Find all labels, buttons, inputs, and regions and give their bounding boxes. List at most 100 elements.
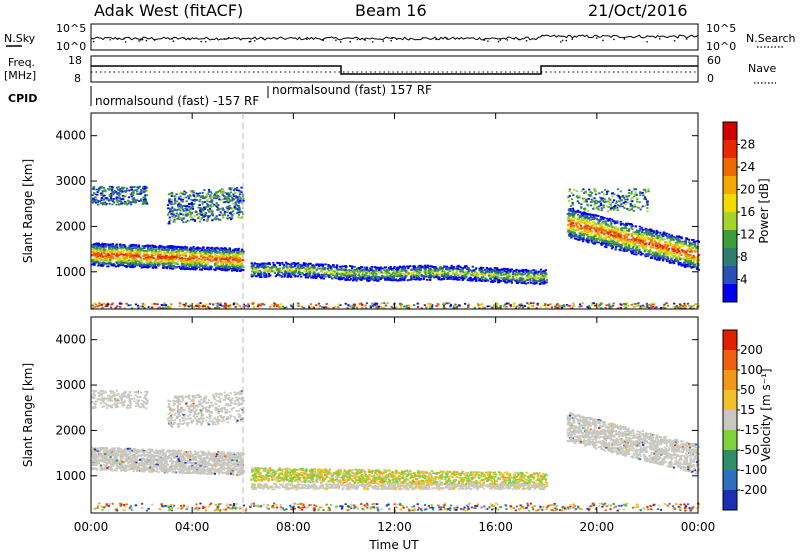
range-cell (94, 199, 97, 201)
range-cell (316, 273, 319, 276)
range-cell (570, 227, 573, 229)
range-cell (323, 267, 326, 270)
range-cell (455, 269, 458, 272)
range-cell (545, 281, 548, 284)
range-cell (124, 253, 127, 256)
range-cell (182, 213, 185, 216)
range-cell (345, 269, 348, 272)
range-cell (103, 194, 106, 197)
range-cell (527, 274, 530, 276)
range-cell (251, 267, 254, 269)
range-cell (514, 279, 517, 282)
range-cell (154, 264, 157, 267)
range-cell (411, 269, 414, 271)
range-cell (384, 278, 387, 280)
range-cell (240, 262, 243, 265)
range-cell (543, 282, 546, 284)
range-cell (201, 191, 204, 194)
range-cell (216, 193, 219, 196)
range-cell (193, 253, 196, 256)
range-cell (237, 216, 240, 219)
range-cell (148, 258, 151, 261)
range-cell (296, 275, 299, 278)
range-cell (527, 269, 530, 272)
range-cell (178, 205, 181, 208)
range-cell (407, 267, 410, 270)
range-cell (302, 269, 305, 272)
range-cell (210, 192, 213, 195)
range-cell (673, 248, 676, 251)
range-cell (219, 218, 222, 221)
range-cell (376, 279, 379, 282)
range-cell (151, 255, 154, 258)
range-cell (140, 265, 143, 267)
range-cell (188, 211, 191, 214)
range-cell (497, 279, 500, 282)
range-cell (212, 256, 215, 259)
range-cell (456, 268, 459, 270)
range-cell (174, 256, 177, 258)
range-cell (344, 274, 347, 277)
range-cell (236, 199, 239, 202)
range-cell (199, 210, 202, 213)
range-cell (132, 199, 135, 202)
range-cell (679, 251, 682, 254)
range-cell (327, 267, 331, 269)
range-cell (117, 192, 121, 194)
range-cell (436, 271, 440, 274)
range-cell (254, 268, 257, 271)
range-cell (123, 259, 126, 262)
range-cell (527, 278, 530, 281)
range-cell (97, 254, 100, 257)
range-cell (608, 217, 611, 220)
range-cell (298, 269, 301, 271)
range-cell (197, 217, 200, 219)
range-cell (107, 253, 110, 255)
range-cell (266, 269, 269, 271)
range-cell (677, 251, 680, 254)
range-cell (375, 277, 378, 280)
range-cell (110, 245, 113, 247)
range-cell (168, 255, 171, 258)
range-cell (537, 270, 540, 273)
range-cell (214, 192, 217, 195)
range-cell (443, 269, 446, 272)
range-cell (223, 195, 226, 197)
nsearch-point (602, 39, 604, 42)
range-cell (99, 255, 102, 257)
range-cell (348, 276, 351, 278)
range-cell (464, 276, 467, 279)
range-cell (95, 253, 98, 256)
range-cell (313, 272, 317, 274)
range-cell (152, 267, 155, 269)
range-cell (391, 276, 395, 279)
range-cell (638, 230, 641, 232)
range-cell (496, 270, 499, 273)
range-cell (201, 264, 204, 267)
range-cell (231, 207, 234, 210)
range-cell (171, 247, 174, 250)
range-cell (410, 277, 413, 280)
range-cell (258, 273, 261, 276)
range-cell (424, 273, 427, 276)
range-cell (512, 271, 515, 273)
range-cell (617, 227, 620, 230)
range-cell (348, 273, 351, 276)
range-cell (359, 269, 362, 272)
range-cell (264, 269, 267, 272)
range-cell (191, 199, 194, 202)
range-cell (274, 275, 277, 278)
range-cell (447, 267, 450, 269)
range-cell (342, 277, 345, 279)
range-cell (225, 269, 229, 272)
range-cell (304, 264, 307, 267)
range-cell (154, 252, 157, 255)
range-cell (441, 268, 444, 271)
range-cell (175, 193, 178, 196)
range-cell (454, 267, 457, 270)
range-cell (348, 269, 351, 271)
range-cell (109, 262, 112, 265)
range-cell (499, 280, 502, 283)
nsearch-point (559, 41, 562, 43)
range-cell (114, 257, 117, 260)
